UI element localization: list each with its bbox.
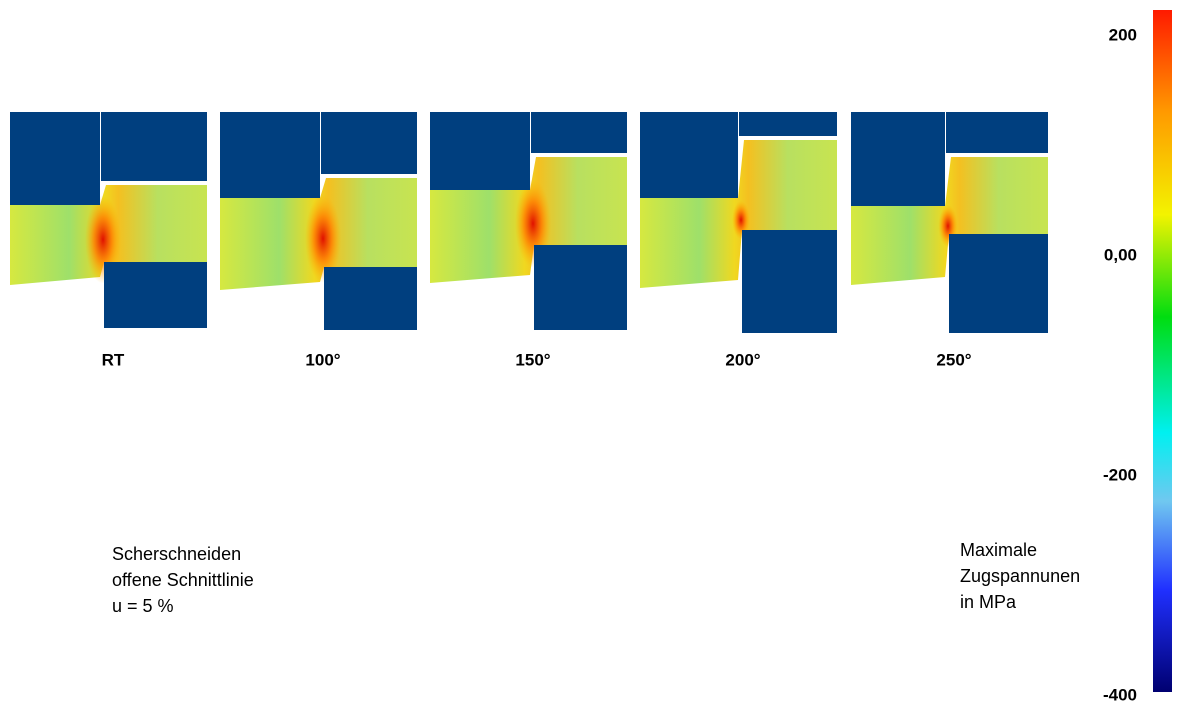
note-line: u = 5 % — [112, 596, 174, 616]
holder — [531, 112, 627, 153]
stress-spot — [85, 195, 121, 284]
panel-label: 250° — [936, 350, 971, 369]
panel-label: 150° — [515, 350, 550, 369]
colorbar-title: in MPa — [960, 592, 1017, 612]
holder — [739, 112, 837, 136]
die — [949, 234, 1048, 333]
colorbar — [1153, 10, 1172, 692]
holder — [321, 112, 417, 174]
die — [324, 267, 417, 330]
panel-label: RT — [102, 350, 125, 369]
punch — [851, 112, 945, 206]
panel-label: 200° — [725, 350, 760, 369]
colorbar-tick-label: 0,00 — [1104, 245, 1137, 264]
note-line: Scherschneiden — [112, 544, 241, 564]
punch — [430, 112, 530, 190]
punch — [10, 112, 100, 205]
note-line: offene Schnittlinie — [112, 570, 254, 590]
stress-spot — [305, 194, 341, 283]
punch — [220, 112, 320, 198]
stress-spot — [732, 200, 750, 240]
holder — [946, 112, 1048, 153]
colorbar-tick-label: 200 — [1109, 25, 1137, 44]
die — [104, 262, 207, 328]
colorbar-tick-label: -200 — [1103, 465, 1137, 484]
colorbar-tick-label: -400 — [1103, 685, 1137, 704]
punch — [640, 112, 738, 198]
notes: Scherschneiden offene Schnittlinie u = 5 %… — [112, 25, 1137, 704]
colorbar-title: Zugspannunen — [960, 566, 1080, 586]
holder — [101, 112, 207, 181]
colorbar-title: Maximale — [960, 540, 1037, 560]
panel-label: 100° — [305, 350, 340, 369]
panels: RT 100° 150° 200° 250° — [10, 112, 1048, 369]
die — [742, 230, 837, 333]
die — [534, 245, 627, 330]
